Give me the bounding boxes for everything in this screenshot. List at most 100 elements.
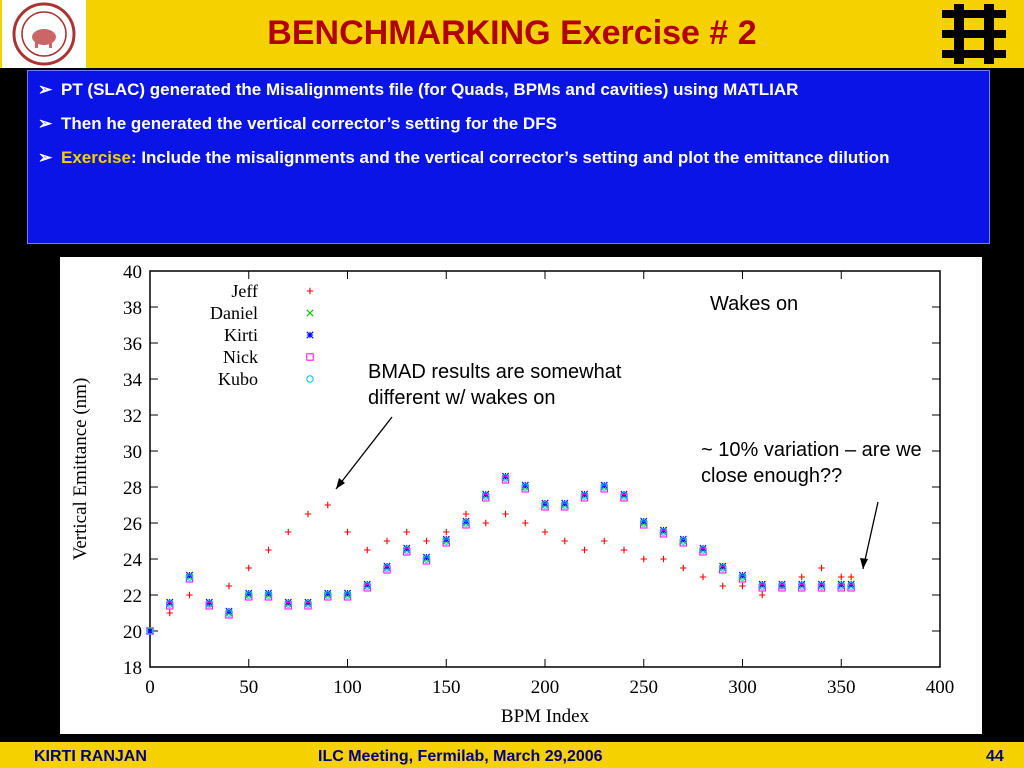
y-tick-label: 40 <box>123 262 142 283</box>
fermilab-logo <box>924 0 1024 68</box>
data-point-kubo <box>640 519 648 527</box>
data-point-kubo <box>422 555 431 563</box>
legend-marker-kubo <box>306 375 314 383</box>
fermilab-logo-icon <box>942 4 1006 64</box>
x-tick-label: 300 <box>728 677 757 698</box>
variation-note: ~ 10% variation – are we close enough?? <box>701 439 922 487</box>
data-point-kubo <box>225 609 233 617</box>
y-tick-label: 34 <box>123 370 143 391</box>
data-point-kubo <box>798 582 806 590</box>
data-point-jeff <box>383 537 391 545</box>
data-point-kubo <box>600 483 608 491</box>
x-tick-label: 400 <box>926 677 955 698</box>
data-point-kubo <box>758 582 766 590</box>
data-point-jeff <box>482 519 489 527</box>
y-tick-label: 28 <box>123 478 142 499</box>
data-point-jeff <box>680 564 687 572</box>
legend-marker-nick <box>306 353 314 361</box>
data-point-kirti <box>146 627 154 635</box>
variation-arrow-line <box>862 501 879 570</box>
page-number: 44 <box>986 748 1004 765</box>
bullet-text: PT (SLAC) generated the Misalignments fi… <box>60 80 799 99</box>
x-axis-label: BPM Index <box>501 706 590 727</box>
y-tick-label: 36 <box>123 334 142 355</box>
bullet-item: ➢ PT (SLAC) generated the Misalignments … <box>38 77 979 102</box>
y-tick-label: 24 <box>123 550 143 571</box>
bullet-highlight: Exercise <box>60 148 131 167</box>
data-point-kubo <box>264 591 273 599</box>
x-tick-label: 100 <box>333 677 362 698</box>
data-point-jeff <box>798 573 805 581</box>
data-point-kubo <box>561 501 569 509</box>
bullet-box: ➢ PT (SLAC) generated the Misalignments … <box>27 70 990 244</box>
y-tick-label: 22 <box>123 586 142 607</box>
data-point-kubo <box>817 582 826 590</box>
chart-panel: 18 20 22 24 26 28 30 32 34 36 38 40 0 50 100 150 200 250 3… <box>60 257 982 734</box>
data-point-jeff <box>847 573 855 581</box>
bullet-text: : Include the misalignments and the vert… <box>130 148 890 167</box>
data-point-jeff <box>561 537 568 545</box>
footer-author: KIRTI RANJAN <box>34 748 147 765</box>
legend-label: Kirti <box>224 325 258 345</box>
data-point-jeff <box>620 546 628 554</box>
data-point-jeff <box>364 546 371 554</box>
footer-meeting: ILC Meeting, Fermilab, March 29,2006 <box>318 748 603 765</box>
data-point-kubo <box>462 519 470 527</box>
data-point-jeff <box>285 528 292 536</box>
data-point-jeff <box>581 546 588 554</box>
legend-marker-jeff <box>306 287 314 295</box>
data-point-jeff <box>699 573 707 581</box>
data-point-kubo <box>185 573 194 581</box>
university-logo <box>2 0 86 68</box>
legend-label: Nick <box>223 347 258 367</box>
bmad-note: BMAD results are somewhat different w/ w… <box>368 361 622 409</box>
legend-marker-kirti <box>306 331 314 339</box>
bmad-arrow-line <box>335 416 393 490</box>
x-tick-label: 350 <box>827 677 856 698</box>
data-point-jeff <box>719 582 726 590</box>
y-tick-label: 30 <box>123 442 142 463</box>
data-point-jeff <box>462 510 470 518</box>
data-point-jeff <box>186 591 193 599</box>
data-point-kubo <box>343 591 352 599</box>
data-point-kubo <box>837 582 845 590</box>
arrow-bullet-icon: ➢ <box>38 80 53 99</box>
x-tick-label: 200 <box>531 677 560 698</box>
data-point-jeff <box>640 555 647 563</box>
data-point-kubo <box>166 600 174 608</box>
data-point-jeff <box>423 537 430 545</box>
page-title: BENCHMARKING Exercise # 2 <box>267 14 757 52</box>
wakes-on-label: Wakes on <box>710 293 799 315</box>
data-point-kubo <box>847 582 855 590</box>
x-tick-label: 250 <box>630 677 659 698</box>
data-point-kubo <box>738 573 747 581</box>
data-point-kubo <box>383 564 391 572</box>
data-point-kubo <box>699 546 707 554</box>
data-point-jeff <box>403 528 410 536</box>
bmad-arrow-head <box>336 478 345 489</box>
data-point-kubo <box>541 501 549 509</box>
legend-label: Daniel <box>210 303 258 323</box>
x-tick-label: 150 <box>432 677 461 698</box>
data-point-jeff <box>759 591 766 599</box>
y-tick-label: 32 <box>123 406 142 427</box>
data-point-kubo <box>679 537 687 545</box>
data-point-kubo <box>284 600 292 608</box>
data-point-kubo <box>620 492 628 500</box>
data-point-jeff <box>601 537 608 545</box>
arrow-bullet-icon: ➢ <box>38 148 53 167</box>
bullet-text: Then he generated the vertical corrector… <box>60 114 557 133</box>
data-point-jeff <box>522 519 529 527</box>
title-bar: BENCHMARKING Exercise # 2 <box>0 0 1024 68</box>
data-point-jeff <box>502 510 509 518</box>
data-point-kubo <box>403 546 411 554</box>
data-point-jeff <box>344 528 351 536</box>
legend-label: Kubo <box>218 369 258 389</box>
data-point-kubo <box>363 582 371 590</box>
x-tick-label: 0 <box>145 677 155 698</box>
data-point-kubo <box>521 483 529 491</box>
data-point-kubo <box>146 627 154 635</box>
data-point-jeff <box>443 528 450 536</box>
data-point-jeff <box>324 501 331 509</box>
data-point-kubo <box>501 474 510 482</box>
